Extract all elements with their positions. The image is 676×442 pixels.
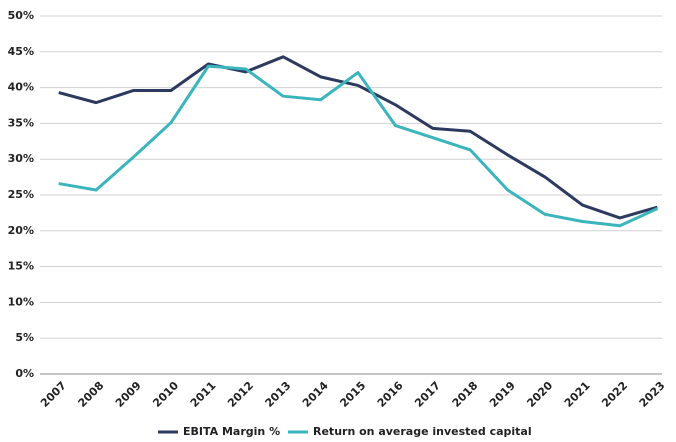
x-tick-label: 2020 — [524, 379, 555, 410]
y-tick-label: 35% — [8, 116, 34, 129]
y-tick-label: 20% — [8, 224, 34, 237]
y-tick-label: 50% — [8, 9, 34, 22]
y-tick-label: 45% — [8, 45, 34, 58]
x-tick-label: 2010 — [150, 379, 181, 410]
x-tick-label: 2015 — [337, 379, 368, 410]
y-tick-label: 15% — [8, 260, 34, 273]
x-tick-label: 2008 — [76, 379, 107, 410]
y-tick-label: 0% — [15, 367, 34, 380]
x-tick-label: 2016 — [375, 379, 406, 410]
x-tick-label: 2007 — [38, 379, 69, 410]
y-tick-label: 5% — [15, 331, 34, 344]
y-tick-label: 25% — [8, 188, 34, 201]
y-tick-label: 30% — [8, 152, 34, 165]
x-tick-label: 2023 — [637, 379, 668, 410]
y-tick-label: 40% — [8, 81, 34, 94]
x-tick-label: 2009 — [113, 379, 144, 410]
x-tick-label: 2022 — [599, 379, 630, 410]
x-tick-label: 2013 — [263, 379, 294, 410]
y-tick-label: 10% — [8, 295, 34, 308]
legend-label: EBITA Margin % — [183, 425, 280, 438]
x-tick-label: 2021 — [562, 379, 593, 410]
legend-label: Return on average invested capital — [313, 425, 532, 438]
x-tick-label: 2017 — [412, 379, 443, 410]
series-line — [58, 64, 658, 228]
x-tick-label: 2012 — [225, 379, 256, 410]
series-line — [58, 55, 658, 220]
x-tick-label: 2011 — [188, 379, 219, 410]
x-tick-label: 2018 — [450, 379, 481, 410]
x-tick-label: 2014 — [300, 379, 331, 410]
x-tick-label: 2019 — [487, 379, 518, 410]
